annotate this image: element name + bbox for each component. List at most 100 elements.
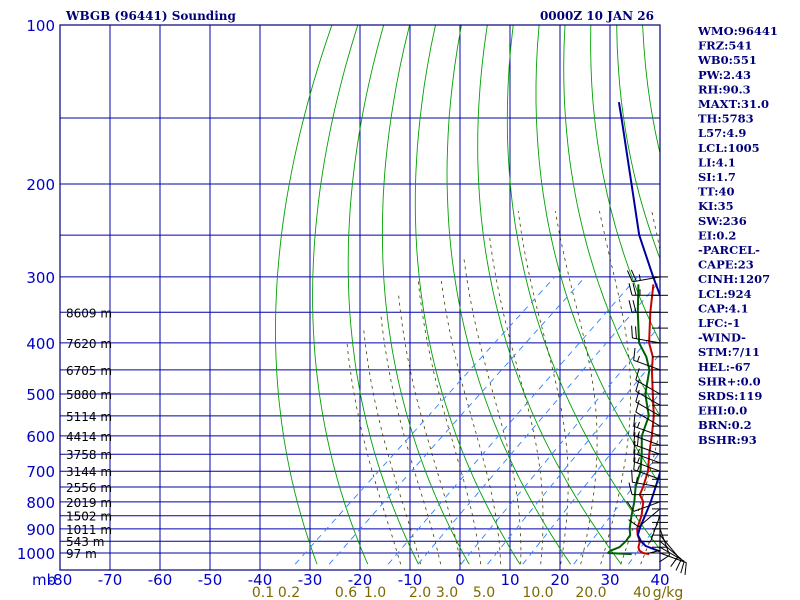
stat-line: PW:2.43 [698,68,751,82]
mixing-ratio-line [417,280,660,565]
dry-adiabat [414,25,521,565]
pressure-tick-label: 200 [26,176,55,194]
stat-line: LCL:1005 [698,141,760,155]
parcel-line [617,102,660,553]
stat-line: -WIND- [698,331,746,345]
dry-adiabat [772,25,800,564]
wind-barb [659,534,679,567]
mixing-ratio-label: 0.6 [335,585,357,600]
dry-adiabat [477,25,622,565]
stat-line: TH:5783 [698,112,754,126]
temperature-tick-label: 40 [650,571,669,589]
stat-line: SI:1.7 [698,170,736,184]
height-label: 1502 m [66,510,112,524]
moist-adiabat [463,256,522,565]
dry-adiabat [590,25,660,343]
stat-line: KI:35 [698,199,734,213]
stat-line: EI:0.2 [698,228,736,242]
wind-barb [626,269,661,283]
wind-barb [659,552,687,575]
height-label: 4414 m [66,430,112,444]
temperature-tick-label: -70 [98,571,123,589]
stat-line: LFC:-1 [698,316,740,330]
pressure-tick-label: 600 [26,428,55,446]
dry-adiabat [446,25,571,565]
moist-adiabat [346,342,402,565]
mixing-ratio-label: 1.0 [364,585,386,600]
temperature-line [636,284,655,556]
temperature-tick-label: 10 [500,571,519,589]
dry-adiabat [616,25,660,260]
stat-line: SHR+:0.0 [698,374,761,388]
mixing-ratio-line [387,276,638,565]
stat-line: WB0:551 [697,53,757,67]
temperature-tick-label: -40 [248,571,273,589]
stat-line: L57:4.9 [698,126,746,140]
stat-line: HEL:-67 [698,360,751,374]
frame-border [59,24,661,571]
wind-barb [626,500,661,512]
wind-barb [659,528,671,563]
mixing-ratio-label: g/kg [653,585,684,600]
sounding-title: WBGB (96441) Sounding [65,9,236,23]
stat-line: SRDS:119 [698,389,762,403]
stat-line: MAXT:31.0 [698,97,769,111]
mixing-ratio-line [573,451,660,565]
height-label: 5880 m [66,388,112,402]
height-label: 1011 m [66,523,112,537]
moist-adiabat [517,210,569,565]
height-label: 3758 m [66,448,112,462]
mixing-ratio-label: 0.2 [278,585,300,600]
mixing-ratio-line [628,520,660,565]
moist-adiabat [599,210,632,565]
stat-line: LCL:924 [698,287,752,301]
stat-line: RH:90.3 [698,82,751,96]
pressure-tick-label: 800 [26,494,55,512]
wind-barb [633,457,661,480]
dry-adiabat [535,25,660,485]
height-label: 97 m [66,547,97,561]
wind-barb [631,325,661,344]
moist-adiabat [620,210,660,565]
stability-indices: WMO:96441FRZ:541WB0:551PW:2.43RH:90.3MAX… [697,24,778,447]
mixing-ratio-label: 0.1 [252,585,274,600]
stat-line: BSHR:93 [698,433,757,447]
wind-barb [633,440,661,464]
mixing-ratio-line [460,324,660,565]
pressure-tick-label: 1000 [17,545,55,563]
pressure-tick-label: 300 [26,269,55,287]
dry-adiabat [381,25,470,565]
stat-line: -PARCEL- [698,243,760,257]
stat-line: FRZ:541 [698,39,752,53]
height-label: 543 m [66,535,104,549]
temperature-tick-label: -80 [48,571,73,589]
grid [60,25,800,570]
height-label: 8609 m [66,306,112,320]
temperature-tick-label: 20 [550,571,569,589]
moist-adiabat [440,276,502,565]
mixing-ratio-label: 40 [633,585,651,600]
moist-adiabat [363,328,422,565]
dry-adiabat [275,25,333,565]
wind-barbs [626,269,687,575]
moist-adiabat [417,276,482,565]
temperature-tick-label: -60 [148,571,173,589]
pressure-tick-label: 900 [26,521,55,539]
stat-line: CAP:4.1 [698,301,749,315]
mixing-ratio-label: 10.0 [522,585,553,600]
mixing-ratio-label: 5.0 [473,585,495,600]
stat-line: LI:4.1 [698,155,736,169]
wind-barb [631,469,661,488]
stat-line: STM:7/11 [698,345,760,359]
stat-line: SW:236 [698,214,747,228]
sounding-profiles [607,102,660,556]
wind-barb [628,300,661,313]
temperature-tick-label: -20 [348,571,373,589]
wind-barb [633,449,661,472]
wind-barb [633,432,661,455]
mixing-ratio-line [522,392,660,565]
wind-barb [628,508,661,528]
pressure-unit-label: mb [32,571,56,589]
pressure-tick-label: 100 [26,17,55,35]
